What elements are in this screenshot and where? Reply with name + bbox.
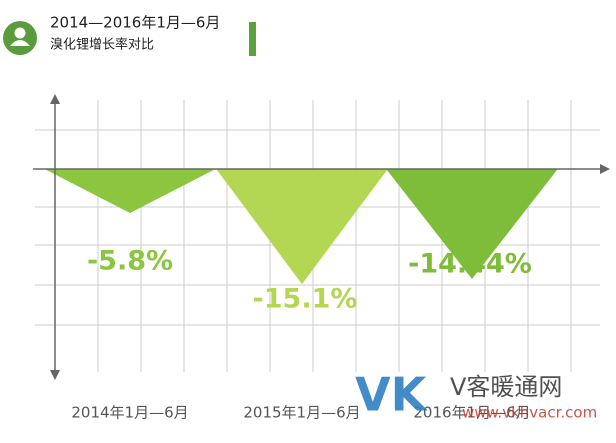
- x-tick-label: 2015年1月—6月: [243, 404, 360, 422]
- x-tick-label: 2014年1月—6月: [71, 404, 188, 422]
- x-tick-label: 2016年1月—6月: [413, 404, 530, 422]
- triangle: [216, 168, 388, 285]
- triangle: [386, 168, 558, 280]
- accent-bar: [249, 22, 256, 56]
- labels: -5.8% 2014年1月—6月 -15.1% 2015年1月—6月 -14.44% 20…: [71, 246, 531, 422]
- y-axis-arrow-bottom: [50, 370, 60, 380]
- chart-subtitle: 溴化锂增长率对比: [50, 37, 154, 53]
- watermark-logo: VK: [355, 368, 429, 422]
- value-label: -5.8%: [87, 246, 173, 277]
- y-axis-arrow-top: [50, 94, 60, 104]
- triangle: [44, 168, 216, 214]
- value-label: -14.44%: [408, 249, 532, 280]
- value-label: -15.1%: [253, 284, 358, 315]
- user-icon-head: [14, 27, 26, 39]
- marks: [44, 168, 558, 285]
- chart-title: 2014—2016年1月—6月: [50, 14, 220, 32]
- watermark-url: www.vkhvacr.com: [462, 404, 597, 422]
- x-axis-arrow: [600, 164, 610, 174]
- user-icon-body: [10, 40, 30, 46]
- watermark-name: V客暖通网: [450, 373, 562, 401]
